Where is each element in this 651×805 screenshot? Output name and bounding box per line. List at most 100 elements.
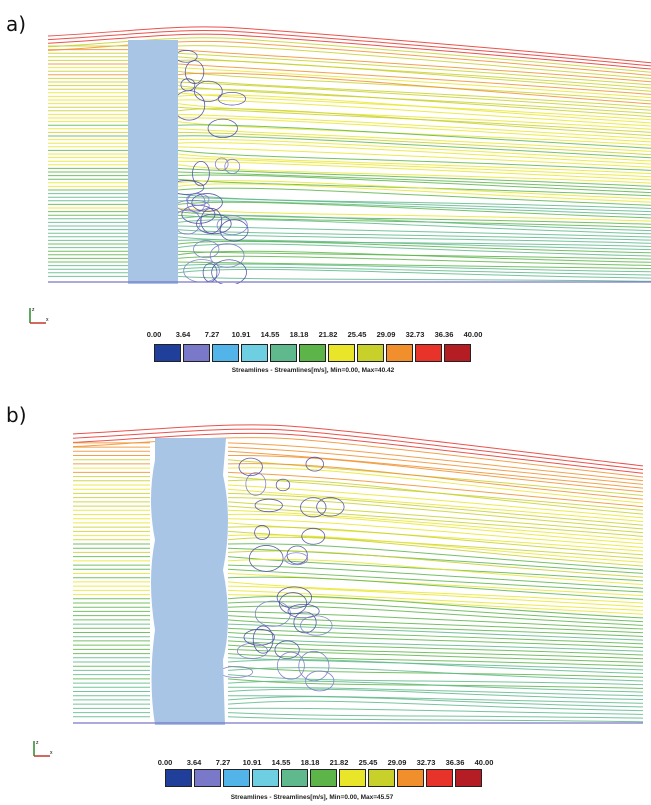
streamline bbox=[48, 229, 651, 241]
vortex-loop bbox=[196, 213, 232, 235]
streamline bbox=[73, 688, 643, 701]
streamline bbox=[73, 707, 643, 715]
streamline bbox=[73, 437, 643, 478]
streamline bbox=[73, 636, 643, 652]
streamline bbox=[48, 193, 651, 209]
streamline bbox=[48, 99, 651, 127]
colorbar-swatch bbox=[310, 769, 337, 787]
streamline bbox=[48, 70, 651, 102]
streamline bbox=[73, 550, 643, 578]
streamline bbox=[48, 214, 651, 228]
streamline bbox=[48, 207, 651, 222]
streamline bbox=[73, 695, 643, 704]
colorbar-swatch bbox=[357, 344, 384, 362]
vortex-loop bbox=[252, 625, 274, 654]
vortex-loop bbox=[301, 527, 326, 545]
building-shape bbox=[128, 40, 178, 284]
streamline bbox=[48, 160, 651, 181]
streamline bbox=[48, 113, 651, 140]
colorbar-tick-label: 29.09 bbox=[376, 330, 396, 339]
streamline bbox=[48, 232, 651, 244]
colorbar-tick-label: 21.82 bbox=[329, 758, 349, 767]
vortex-loop bbox=[305, 456, 324, 472]
streamline bbox=[48, 67, 651, 99]
colorbar-swatch bbox=[165, 769, 192, 787]
streamline bbox=[48, 81, 651, 111]
streamline bbox=[48, 178, 651, 197]
colorbar-tick-label: 36.36 bbox=[445, 758, 465, 767]
streamline bbox=[73, 432, 643, 474]
colorbar-tick-label: 25.45 bbox=[347, 330, 367, 339]
vortex-loop bbox=[298, 650, 330, 682]
colorbar-tick-label: 10.91 bbox=[231, 330, 251, 339]
vortex-loop bbox=[245, 472, 267, 496]
streamline bbox=[48, 215, 651, 232]
streamline bbox=[73, 536, 643, 567]
streamline bbox=[73, 601, 643, 623]
streamline bbox=[73, 497, 643, 530]
vortex-loop bbox=[238, 457, 263, 477]
streamline bbox=[48, 94, 651, 124]
vortex-loop bbox=[254, 525, 270, 540]
streamline bbox=[73, 648, 643, 663]
streamline bbox=[48, 180, 651, 200]
vortex-loop bbox=[192, 161, 210, 187]
vortex-loop bbox=[219, 219, 249, 242]
streamline bbox=[48, 239, 651, 251]
streamline bbox=[73, 558, 643, 586]
colorbar-tick-label: 18.18 bbox=[289, 330, 309, 339]
streamline bbox=[73, 665, 643, 678]
colorbar-tick-label: 0.00 bbox=[157, 758, 173, 767]
streamline bbox=[73, 585, 643, 608]
vortex-loop bbox=[276, 586, 312, 609]
streamline bbox=[48, 149, 651, 171]
vortex-loop bbox=[278, 592, 308, 615]
streamline bbox=[73, 595, 643, 619]
streamline bbox=[48, 250, 651, 263]
streamline bbox=[73, 513, 643, 545]
axis-x-label: x bbox=[46, 317, 49, 323]
colorbar-tick-label: 18.18 bbox=[300, 758, 320, 767]
streamline bbox=[48, 59, 651, 92]
streamline bbox=[48, 240, 651, 254]
colorbar-swatch bbox=[281, 769, 308, 787]
streamline bbox=[48, 263, 651, 273]
streamline bbox=[73, 428, 643, 471]
vortex-loop bbox=[211, 259, 247, 284]
streamline bbox=[73, 619, 643, 637]
streamline bbox=[48, 153, 651, 175]
colorbar-tick-label: 14.55 bbox=[260, 330, 280, 339]
streamline bbox=[73, 518, 643, 548]
colorbar-ticks-a: 0.00 3.64 7.27 10.91 14.55 18.18 21.82 25.45 29.… bbox=[147, 330, 494, 340]
streamline bbox=[48, 157, 651, 178]
streamline bbox=[48, 131, 651, 156]
streamline bbox=[48, 108, 651, 137]
vortex-loop bbox=[300, 615, 333, 636]
streamline bbox=[73, 484, 643, 519]
vortex-loop bbox=[316, 497, 345, 517]
streamline bbox=[48, 183, 651, 203]
vortex-loop bbox=[276, 651, 305, 680]
streamline bbox=[73, 605, 643, 626]
streamline bbox=[73, 674, 643, 686]
streamline bbox=[73, 696, 643, 708]
vortex-loop bbox=[287, 603, 320, 619]
vortex-loop bbox=[248, 545, 284, 572]
colorbar-swatch bbox=[426, 769, 453, 787]
colorbar-swatch bbox=[194, 769, 221, 787]
vortex-loop bbox=[214, 157, 229, 171]
streamline bbox=[48, 33, 651, 70]
streamline-plot-b bbox=[73, 420, 643, 725]
streamline bbox=[73, 454, 643, 493]
streamline bbox=[48, 187, 651, 206]
streamline bbox=[73, 581, 643, 604]
axis-z-label: z bbox=[36, 740, 39, 746]
vortex-loop bbox=[243, 628, 275, 646]
streamline bbox=[73, 501, 643, 534]
streamline bbox=[73, 442, 643, 482]
streamline bbox=[73, 659, 643, 675]
colorbar-swatch bbox=[252, 769, 279, 787]
streamline bbox=[73, 479, 643, 515]
streamline bbox=[48, 117, 651, 143]
